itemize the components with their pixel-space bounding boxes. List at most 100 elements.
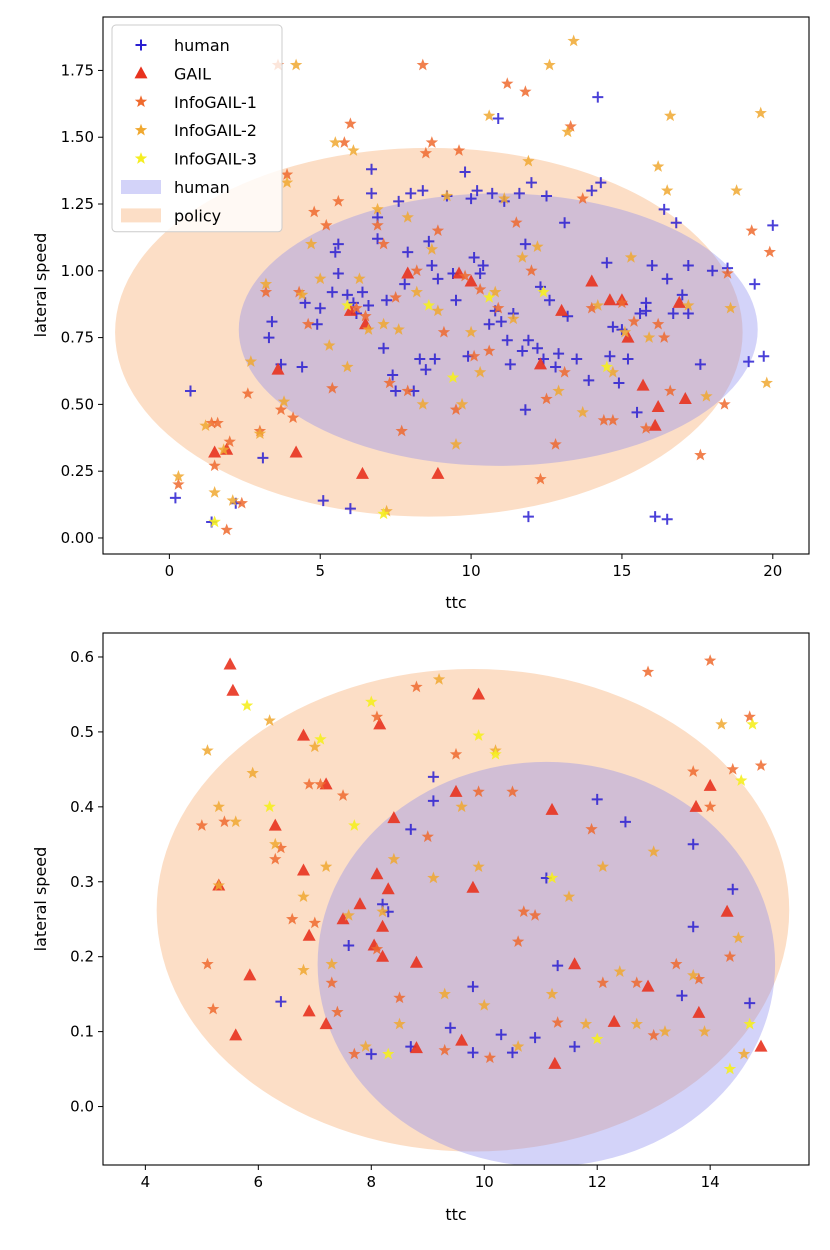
y-tick-label: 1.25 (61, 195, 94, 213)
infogail-2-point (579, 1017, 593, 1030)
human-point (682, 308, 694, 320)
human-point (516, 345, 528, 357)
human-point (393, 195, 405, 207)
infogail-2-point (297, 963, 310, 976)
infogail-1-point (540, 392, 553, 405)
y-axis-2: 0.0 0.1 0.2 0.3 0.4 0.5 0.6 (70, 648, 103, 1116)
infogail-3-point (341, 299, 354, 311)
gail-point (449, 784, 463, 797)
gail-point (585, 274, 599, 287)
human-point (483, 318, 495, 330)
infogail-1-point (383, 376, 396, 389)
gail-point (387, 811, 401, 824)
infogail-2-point (427, 871, 440, 884)
human-point (390, 385, 402, 397)
infogail-1-point (274, 841, 288, 854)
human-point (591, 793, 603, 805)
infogail-1-point (564, 120, 577, 132)
infogail-1-point (763, 245, 776, 258)
x-tick-label: 12 (588, 1173, 607, 1191)
infogail-3-point (743, 1017, 756, 1030)
human-point (687, 921, 699, 933)
plot-area-2 (103, 633, 809, 1165)
infogail-1-point (483, 1051, 497, 1064)
human-point (399, 278, 411, 290)
human-point (343, 939, 355, 951)
human-point (356, 286, 368, 298)
y-tick-label: 0.6 (70, 648, 94, 666)
infogail-2-point (244, 355, 258, 367)
human-point (569, 1041, 581, 1053)
human-point (344, 503, 356, 515)
gail-point (607, 1014, 621, 1027)
human-point (529, 1032, 541, 1044)
gail-point (466, 880, 480, 893)
gail-point (548, 1056, 562, 1069)
human-point (649, 511, 661, 523)
human-point (506, 1047, 518, 1059)
gail-point (376, 949, 390, 962)
infogail-2-point (380, 504, 393, 517)
infogail-2-point (226, 494, 239, 506)
infogail-1-point (483, 344, 496, 357)
gail-point (370, 867, 384, 880)
infogail-1-point (301, 317, 315, 330)
infogail-2-point (543, 58, 556, 71)
infogail-1-point (401, 384, 414, 397)
gail-point (545, 802, 559, 815)
human-point (631, 406, 643, 418)
gail-point (208, 445, 222, 458)
human-point (541, 190, 553, 202)
human-point (592, 91, 604, 103)
infogail-1-point (449, 403, 463, 415)
infogail-2-point (567, 34, 580, 47)
infogail-2-point (732, 931, 745, 944)
infogail-1-point (576, 192, 589, 204)
infogail-2-point (377, 317, 390, 330)
infogail-3-point (422, 299, 436, 311)
infogail-2-point (754, 106, 767, 119)
gail-point (678, 392, 692, 405)
human-point (495, 1029, 507, 1041)
infogail-2-point (246, 766, 259, 779)
human-point (646, 259, 658, 271)
infogail-1-point (449, 747, 463, 760)
infogail-2-point (478, 998, 491, 1011)
human-point (402, 246, 414, 258)
infogail-3-point (591, 1032, 604, 1045)
infogail-2-point (347, 144, 360, 156)
infogail-1-point (597, 413, 611, 426)
human-point (682, 259, 694, 271)
infogail-1-point (292, 285, 306, 298)
infogail-1-point (558, 365, 571, 378)
gail-point (271, 362, 285, 375)
gail-point (754, 1039, 768, 1052)
human-point (559, 217, 571, 229)
infogail-1-point (596, 976, 610, 989)
infogail-1-point (389, 291, 402, 303)
human-point (486, 187, 498, 199)
infogail-2-point (737, 1047, 751, 1060)
infogail-1-point (421, 830, 434, 843)
legend-label-human: human (174, 178, 230, 197)
infogail-2-point (401, 210, 414, 223)
infogail-1-point (286, 912, 299, 925)
human-point (544, 294, 556, 306)
infogail-3-point (365, 695, 378, 708)
infogail-2-point (393, 1017, 406, 1030)
human-point (405, 823, 417, 835)
infogail-1-point (664, 384, 677, 397)
human-point (471, 185, 483, 197)
human-point (676, 990, 688, 1002)
infogail-1-point (492, 301, 505, 314)
human-point (427, 795, 439, 807)
infogail-2-point (715, 717, 728, 730)
infogail-1-point (280, 168, 294, 180)
infogail-3-point (600, 360, 614, 373)
legend-box (111, 24, 283, 233)
gail-point (568, 957, 582, 970)
human-point (169, 492, 181, 504)
gail-point (229, 1028, 243, 1041)
infogail-1-point (534, 472, 547, 485)
infogail-1-point (630, 976, 643, 989)
